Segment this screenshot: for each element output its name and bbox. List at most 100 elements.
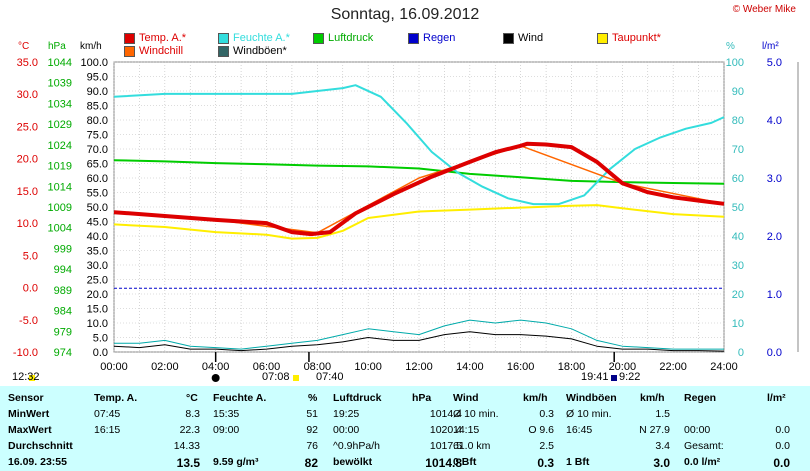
table-row: MinWert 07:45 8.3 15:35 51 19:25 1014.4 Ø 10 mi…	[0, 406, 810, 422]
sunset-time: 19:41	[581, 371, 609, 383]
legend-pressure: Luftdruck	[313, 32, 373, 44]
legend-gusts: Windböen*	[218, 45, 287, 57]
header-humidity-unit: %	[308, 392, 318, 404]
sunrise-icon	[293, 375, 299, 381]
table-cell: 1.5	[655, 408, 670, 420]
humidity-tick-label: 40	[732, 231, 744, 243]
rain-axis-unit: l/m²	[762, 41, 779, 52]
humidity-axis-unit: %	[726, 41, 735, 52]
humidity-tick-label: 80	[732, 115, 744, 127]
wind-tick-label: 65.0	[87, 159, 108, 171]
rain-tick-label: 1.0	[767, 289, 782, 301]
table-cell: 0.0	[775, 440, 790, 452]
chart-title: Sonntag, 16.09.2012	[330, 6, 480, 23]
table-cell: 1014.4	[429, 408, 462, 420]
table-cell: 76	[306, 440, 318, 452]
temp-tick-label: 5.0	[23, 250, 38, 262]
temp-tick-label: -5.0	[19, 315, 38, 327]
wind-tick-label: 85.0	[87, 101, 108, 113]
legend-swatch-temp	[124, 32, 135, 44]
table-cell: 3.0	[653, 456, 670, 470]
legend-rain: Regen	[408, 32, 455, 44]
stats-table: Sensor Temp. A. °C Feuchte A. % Luftdruc…	[0, 386, 810, 471]
legend-label-humidity: Feuchte A.*	[233, 32, 290, 44]
table-cell: 1017.5	[429, 440, 462, 452]
moonrise-time: 12:32	[12, 371, 40, 383]
header-temp: Temp. A.	[94, 392, 138, 404]
temp-axis-unit: °C	[18, 41, 30, 52]
table-cell: 16:45	[566, 424, 593, 436]
table-cell: 82	[304, 456, 318, 470]
rain-tick-label: 0.0	[767, 347, 782, 359]
chart-series	[113, 84, 725, 352]
table-cell: 14:15	[453, 424, 480, 436]
table-cell: MaxWert	[8, 424, 52, 436]
wind-tick-label: 0.0	[93, 347, 108, 359]
table-cell: 3.4	[655, 440, 670, 452]
header-wind: Wind	[453, 392, 479, 404]
legend-swatch-rain	[408, 32, 419, 44]
temp-tick-label: 10.0	[17, 218, 38, 230]
time-tick-label: 22:00	[659, 361, 687, 373]
humidity-tick-label: 70	[732, 144, 744, 156]
legend-label-rain: Regen	[423, 32, 456, 44]
table-cell: 8.3	[185, 408, 200, 420]
series-line-temp-a-	[113, 141, 725, 237]
sunset-time-2: 9:22	[619, 371, 641, 383]
pressure-tick-label: 1034	[48, 98, 72, 110]
time-tick-label: 18:00	[558, 361, 586, 373]
time-tick-label: 16:00	[507, 361, 535, 373]
pressure-tick-label: 984	[54, 306, 72, 318]
time-tick-label: 12:00	[405, 361, 433, 373]
rain-tick-label: 5.0	[767, 57, 782, 69]
header-wind-unit: km/h	[523, 392, 548, 404]
legend-label-wind: Wind	[518, 32, 544, 44]
wind-tick-label: 40.0	[87, 231, 108, 243]
table-cell: 61.0 km	[453, 440, 491, 452]
series-line-wind	[113, 331, 725, 352]
temp-tick-label: 30.0	[17, 89, 38, 101]
table-cell: 14.33	[173, 440, 200, 452]
time-tick-label: 24:00	[710, 361, 738, 373]
temp-tick-label: 0.0	[23, 283, 38, 295]
legend-humidity: Feuchte A.*	[218, 32, 290, 44]
chart-grid	[113, 61, 725, 353]
table-row: Durchschnitt 14.33 76 ^0.9hPa/h 1017.5 61.0 k…	[0, 438, 810, 454]
pressure-tick-label: 999	[54, 243, 72, 255]
humidity-tick-label: 10	[732, 318, 744, 330]
header-pressure-unit: hPa	[412, 392, 432, 404]
temp-tick-label: 35.0	[17, 57, 38, 69]
series-line-taupunkt-	[113, 204, 725, 240]
wind-tick-label: 25.0	[87, 275, 108, 287]
legend-label-gusts: Windböen*	[233, 45, 287, 57]
table-cell: Gesamt:	[684, 440, 724, 452]
wind-tick-label: 30.0	[87, 260, 108, 272]
pressure-tick-label: 974	[54, 347, 72, 359]
table-cell: 22.3	[179, 424, 200, 436]
moon-icon	[211, 374, 220, 382]
time-tick-label: 02:00	[151, 361, 179, 373]
header-rain-unit: l/m²	[767, 392, 786, 404]
header-sensor: Sensor	[8, 392, 44, 404]
legend-label-pressure: Luftdruck	[328, 32, 374, 44]
rain-tick-label: 4.0	[767, 115, 782, 127]
table-cell: 19:25	[333, 408, 360, 420]
pressure-tick-label: 1004	[48, 223, 72, 235]
sunrise-time-2: 07:40	[316, 371, 344, 383]
legend-swatch-wind	[503, 32, 514, 44]
header-humidity: Feuchte A.	[213, 392, 267, 404]
table-cell: Ø 10 min.	[566, 408, 612, 420]
wind-tick-label: 55.0	[87, 188, 108, 200]
time-tick-label: 04:00	[202, 361, 230, 373]
sunrise-time: 07:08	[262, 371, 290, 383]
table-cell: 1020.4	[429, 424, 462, 436]
time-tick-label: 10:00	[354, 361, 382, 373]
table-cell: Durchschnitt	[8, 440, 73, 452]
humidity-tick-label: 20	[732, 289, 744, 301]
table-cell: 09:00	[213, 424, 240, 436]
series-line-feuchte-a-	[113, 84, 725, 206]
humidity-tick-label: 50	[732, 202, 744, 214]
wind-tick-label: 75.0	[87, 130, 108, 142]
wind-tick-label: 10.0	[87, 318, 108, 330]
humidity-tick-label: 60	[732, 173, 744, 185]
